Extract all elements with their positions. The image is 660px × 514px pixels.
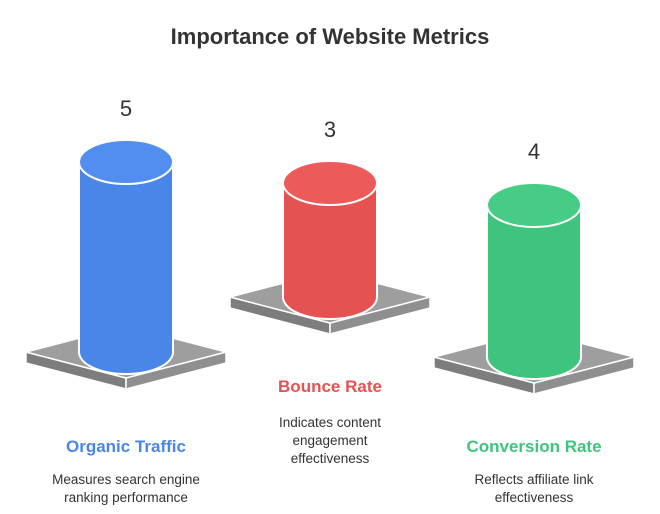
bar-group-1: 3 Bounce Rate Indicates content engagement e… — [229, 117, 431, 466]
value-label: 5 — [120, 96, 132, 121]
category-label: Bounce Rate — [278, 377, 382, 396]
value-label: 4 — [528, 139, 540, 164]
chart-title: Importance of Website Metrics — [171, 24, 490, 49]
description-line: effectiveness — [495, 490, 574, 505]
value-label: 3 — [324, 117, 336, 142]
description-line: Indicates content — [279, 415, 381, 430]
bar — [282, 160, 378, 320]
bar — [486, 182, 582, 380]
description-line: Measures search engine — [52, 472, 200, 487]
bar-group-0: 5 Organic Traffic Measures search engine ra… — [25, 96, 227, 505]
bar — [78, 139, 174, 375]
description-line: ranking performance — [64, 490, 188, 505]
description-line: engagement — [292, 433, 367, 448]
category-label: Organic Traffic — [66, 437, 186, 456]
bar-group-2: 4 Conversion Rate Reflects affiliate link e… — [433, 139, 635, 505]
category-label: Conversion Rate — [466, 437, 601, 456]
description-line: effectiveness — [291, 451, 370, 466]
description-line: Reflects affiliate link — [474, 472, 593, 487]
bars-layer: 5 Organic Traffic Measures search engine ra… — [25, 96, 635, 505]
